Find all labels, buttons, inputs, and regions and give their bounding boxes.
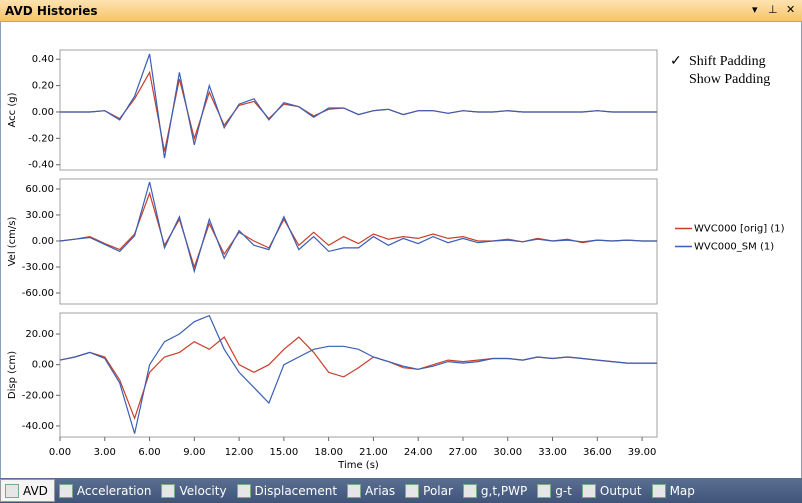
charts: 0.40 0.20 0.00 -0.20 -0.40 Acc (g) 60.00 30.00 0…: [7, 49, 785, 471]
x-tick-label: 24.00: [404, 447, 433, 458]
x-tick-label: 15.00: [270, 447, 299, 458]
y-axis-label: Acc (g): [7, 92, 18, 127]
x-tick-label: 27.00: [449, 447, 478, 458]
tab-bar: AVD Acceleration Velocity Displacement Arias…: [0, 478, 802, 503]
tab-label: Arias: [365, 483, 396, 498]
tab-icon: [405, 483, 420, 498]
tab-label: Output: [599, 483, 642, 498]
tab[interactable]: Acceleration: [55, 480, 158, 501]
tab-icon: [58, 483, 73, 498]
tab-icon: [651, 483, 666, 498]
pin-button[interactable]: ⊥: [768, 3, 778, 16]
tab-label: Velocity: [179, 483, 227, 498]
x-tick-label: 36.00: [583, 447, 612, 458]
x-axis-label: Time (s): [337, 460, 379, 471]
y-tick-label: -40.00: [22, 421, 54, 432]
tab-icon: [5, 483, 19, 498]
y-tick-label: -0.40: [28, 160, 54, 171]
menu-item[interactable]: Show Padding: [670, 71, 770, 89]
menu-label: Shift Padding: [689, 54, 766, 69]
x-tick-label: 3.00: [94, 447, 116, 458]
y-axis-label: Vel (cm/s): [7, 217, 18, 267]
tab[interactable]: Displacement: [233, 480, 344, 501]
tab-icon: [462, 483, 477, 498]
y-tick-label: 0.00: [32, 236, 54, 247]
plot-area: [59, 178, 658, 305]
tab-label: Acceleration: [76, 483, 152, 498]
x-tick-label: 6.00: [138, 447, 160, 458]
tab-label: Polar: [423, 483, 453, 498]
tab[interactable]: g-t: [533, 480, 578, 501]
y-tick-label: 0.20: [32, 81, 54, 92]
x-tick-label: 39.00: [628, 447, 657, 458]
tab-label: AVD: [23, 483, 48, 498]
padding-menu: ✓ Shift Padding Show Padding: [670, 53, 770, 89]
y-tick-label: 60.00: [25, 184, 54, 195]
tab[interactable]: Map: [648, 480, 701, 501]
x-tick-label: 30.00: [493, 447, 522, 458]
x-tick-label: 21.00: [359, 447, 388, 458]
tab-icon: [161, 483, 176, 498]
y-axis-label: Disp (cm): [7, 351, 18, 399]
series-line: [60, 53, 657, 159]
tab[interactable]: Velocity: [157, 480, 232, 501]
tab-icon: [236, 483, 251, 498]
window-title: AVD Histories: [5, 4, 98, 18]
tab[interactable]: g,t,PWP: [459, 480, 533, 501]
y-tick-label: -30.00: [22, 262, 54, 273]
tab-icon: [537, 483, 552, 498]
tab-label: Displacement: [254, 483, 338, 498]
x-tick-label: 18.00: [314, 447, 343, 458]
tab[interactable]: Arias: [343, 480, 401, 501]
series-line: [59, 314, 657, 434]
menu-label: Show Padding: [689, 72, 771, 87]
tab[interactable]: AVD: [0, 479, 55, 502]
y-tick-label: 30.00: [25, 210, 54, 221]
menu-item[interactable]: ✓ Shift Padding: [670, 54, 766, 69]
y-tick-label: -0.20: [28, 133, 54, 144]
tab-icon: [347, 483, 362, 498]
tab-icon: [581, 483, 596, 498]
tab-label: g,t,PWP: [480, 483, 528, 498]
y-tick-label: -20.00: [22, 390, 54, 401]
close-button[interactable]: ✕: [786, 3, 796, 16]
dropdown-button[interactable]: ▾: [752, 3, 758, 16]
legend-label: WVC000 [orig] (1): [694, 224, 785, 235]
y-tick-label: 0.00: [32, 360, 54, 371]
x-tick-label: 12.00: [225, 447, 254, 458]
plot-area: [59, 49, 658, 171]
tab[interactable]: Polar: [401, 480, 459, 501]
x-tick-label: 9.00: [183, 447, 205, 458]
title-bar: AVD Histories ▾ ⊥ ✕: [0, 0, 802, 22]
x-tick-label: 33.00: [538, 447, 567, 458]
series-line: [59, 181, 657, 274]
y-tick-label: -60.00: [22, 288, 54, 299]
tab-label: g-t: [555, 483, 572, 498]
x-tick-label: 0.00: [49, 447, 71, 458]
tab-label: Map: [669, 483, 695, 498]
y-tick-label: 0.00: [32, 107, 54, 118]
legend-label: WVC000_SM (1): [694, 242, 774, 253]
tab[interactable]: Output: [578, 480, 648, 501]
plot-area: [59, 312, 658, 438]
y-tick-label: 20.00: [25, 329, 54, 340]
y-tick-label: 0.40: [32, 54, 54, 65]
